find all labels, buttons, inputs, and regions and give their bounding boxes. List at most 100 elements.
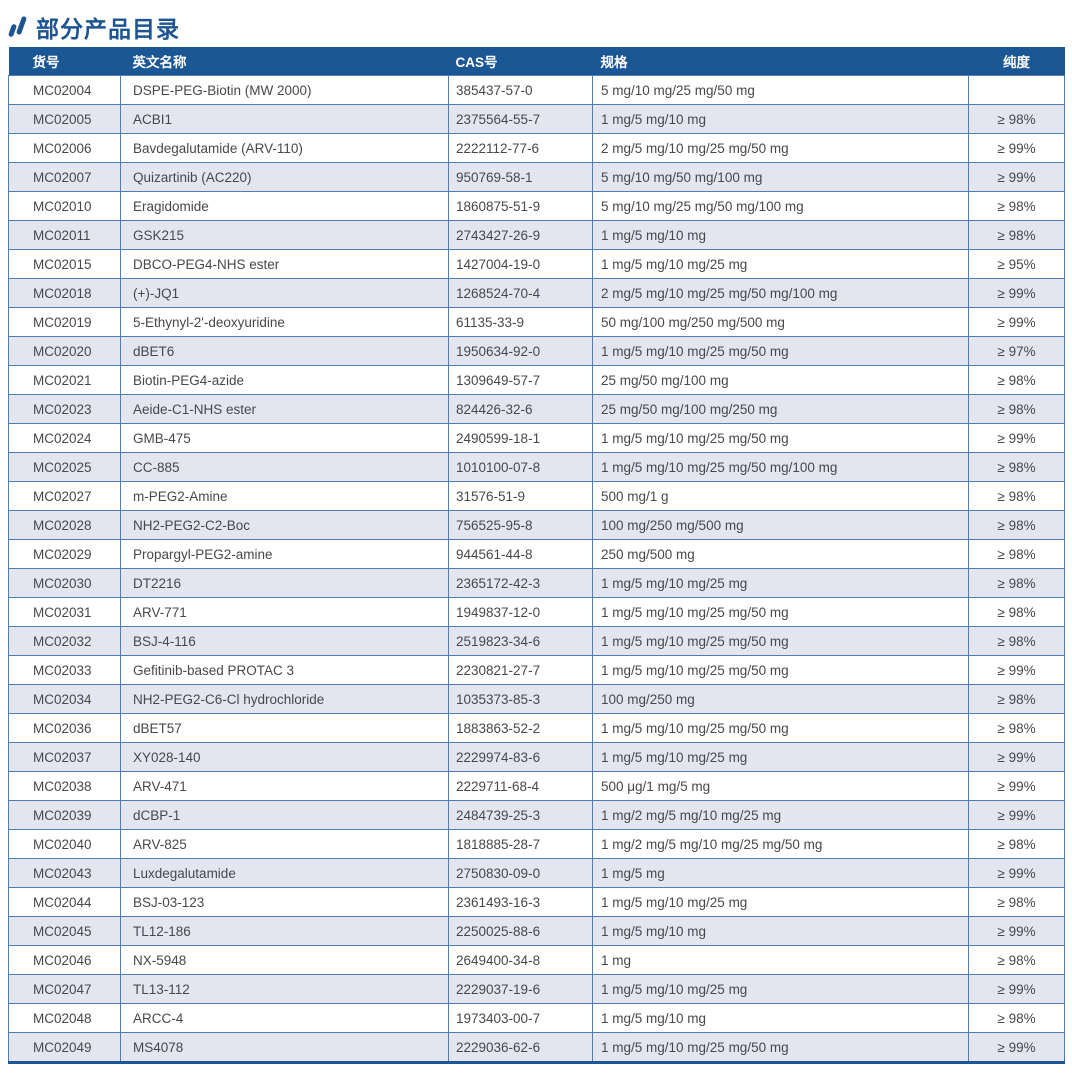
cell-spec: 25 mg/50 mg/100 mg xyxy=(592,365,969,395)
table-row: MC02048 ARCC-4 1973403-00-7 1 mg/5 mg/10 mg… xyxy=(8,1003,1065,1033)
cell-spec: 1 mg/5 mg/10 mg/25 mg/50 mg xyxy=(592,597,969,627)
cell-purity: ≥ 99% xyxy=(968,162,1065,192)
cell-spec: 1 mg/5 mg/10 mg/25 mg/50 mg xyxy=(592,1032,969,1063)
cell-purity: ≥ 95% xyxy=(968,249,1065,279)
cell-spec: 5 mg/10 mg/50 mg/100 mg xyxy=(592,162,969,192)
table-row: MC02011 GSK215 2743427-26-9 1 mg/5 mg/10 mg… xyxy=(8,220,1065,250)
cell-name: BSJ-03-123 xyxy=(120,887,449,917)
cell-name: 5-Ethynyl-2'-deoxyuridine xyxy=(120,307,449,337)
cell-purity: ≥ 98% xyxy=(968,597,1065,627)
cell-item-no: MC02024 xyxy=(8,423,121,453)
table-row: MC02038 ARV-471 2229711-68-4 500 μg/1 mg/5 … xyxy=(8,771,1065,801)
table-body: MC02004 DSPE-PEG-Biotin (MW 2000) 385437-5… xyxy=(8,75,1065,1063)
cell-name: Bavdegalutamide (ARV-110) xyxy=(120,133,449,163)
cell-cas: 2229036-62-6 xyxy=(448,1032,593,1063)
cell-cas: 2229974-83-6 xyxy=(448,742,593,772)
cell-cas: 2365172-42-3 xyxy=(448,568,593,598)
cell-item-no: MC02039 xyxy=(8,800,121,830)
cell-spec: 1 mg/5 mg/10 mg/25 mg/50 mg xyxy=(592,655,969,685)
cell-spec: 1 mg/5 mg/10 mg/25 mg xyxy=(592,249,969,279)
table-row: MC02043 Luxdegalutamide 2750830-09-0 1 mg/5… xyxy=(8,858,1065,888)
page-title: 部分产品目录 xyxy=(36,15,180,42)
cell-cas: 2230821-27-7 xyxy=(448,655,593,685)
cell-cas: 1268524-70-4 xyxy=(448,278,593,308)
table-row: MC02006 Bavdegalutamide (ARV-110) 2222112-… xyxy=(8,133,1065,163)
cell-purity: ≥ 98% xyxy=(968,191,1065,221)
cell-purity: ≥ 99% xyxy=(968,133,1065,163)
table-row: MC02036 dBET57 1883863-52-2 1 mg/5 mg/10 mg… xyxy=(8,713,1065,743)
cell-cas: 2222112-77-6 xyxy=(448,133,593,163)
cell-purity: ≥ 98% xyxy=(968,104,1065,134)
table-row: MC02004 DSPE-PEG-Biotin (MW 2000) 385437-5… xyxy=(8,75,1065,105)
cell-name: (+)-JQ1 xyxy=(120,278,449,308)
cell-name: NH2-PEG2-C6-Cl hydrochloride xyxy=(120,684,449,714)
cell-spec: 50 mg/100 mg/250 mg/500 mg xyxy=(592,307,969,337)
cell-purity xyxy=(968,75,1065,105)
table-row: MC02027 m-PEG2-Amine 31576-51-9 500 mg/1 g ≥… xyxy=(8,481,1065,511)
cell-name: ARV-471 xyxy=(120,771,449,801)
cell-cas: 61135-33-9 xyxy=(448,307,593,337)
section-header: 部分产品目录 xyxy=(0,0,1072,47)
cell-purity: ≥ 98% xyxy=(968,887,1065,917)
cell-purity: ≥ 98% xyxy=(968,510,1065,540)
cell-spec: 2 mg/5 mg/10 mg/25 mg/50 mg/100 mg xyxy=(592,278,969,308)
cell-name: CC-885 xyxy=(120,452,449,482)
cell-spec: 500 mg/1 g xyxy=(592,481,969,511)
table-row: MC02037 XY028-140 2229974-83-6 1 mg/5 mg/10… xyxy=(8,742,1065,772)
table-row: MC02034 NH2-PEG2-C6-Cl hydrochloride 10353… xyxy=(8,684,1065,714)
column-header-cas-number: CAS号 xyxy=(448,47,593,76)
cell-purity: ≥ 98% xyxy=(968,365,1065,395)
cell-spec: 1 mg/5 mg/10 mg/25 mg/50 mg xyxy=(592,336,969,366)
header-row: 货号 英文名称 CAS号 规格 纯度 xyxy=(8,47,1065,76)
cell-item-no: MC02046 xyxy=(8,945,121,975)
cell-purity: ≥ 98% xyxy=(968,539,1065,569)
cell-spec: 1 mg/5 mg/10 mg xyxy=(592,1003,969,1033)
cell-spec: 100 mg/250 mg/500 mg xyxy=(592,510,969,540)
table-row: MC02044 BSJ-03-123 2361493-16-3 1 mg/5 mg/1… xyxy=(8,887,1065,917)
cell-purity: ≥ 99% xyxy=(968,307,1065,337)
cell-name: dBET57 xyxy=(120,713,449,743)
cell-purity: ≥ 99% xyxy=(968,742,1065,772)
table-row: MC02033 Gefitinib-based PROTAC 3 2230821-2… xyxy=(8,655,1065,685)
cell-purity: ≥ 99% xyxy=(968,800,1065,830)
cell-name: Propargyl-PEG2-amine xyxy=(120,539,449,569)
cell-item-no: MC02023 xyxy=(8,394,121,424)
cell-spec: 1 mg/5 mg/10 mg xyxy=(592,104,969,134)
table-row: MC02046 NX-5948 2649400-34-8 1 mg ≥ 98% xyxy=(8,945,1065,975)
cell-spec: 1 mg/5 mg/10 mg/25 mg xyxy=(592,974,969,1004)
column-header-item-no: 货号 xyxy=(8,47,121,76)
cell-item-no: MC02011 xyxy=(8,220,121,250)
cell-purity: ≥ 98% xyxy=(968,829,1065,859)
table-row: MC02024 GMB-475 2490599-18-1 1 mg/5 mg/10 m… xyxy=(8,423,1065,453)
table-row: MC02023 Aeide-C1-NHS ester 824426-32-6 25 m… xyxy=(8,394,1065,424)
cell-spec: 1 mg/5 mg/10 mg/25 mg/50 mg xyxy=(592,423,969,453)
cell-cas: 2229711-68-4 xyxy=(448,771,593,801)
cell-spec: 1 mg/5 mg/10 mg xyxy=(592,916,969,946)
cell-purity: ≥ 98% xyxy=(968,452,1065,482)
table-row: MC02031 ARV-771 1949837-12-0 1 mg/5 mg/10 m… xyxy=(8,597,1065,627)
cell-purity: ≥ 99% xyxy=(968,423,1065,453)
table-row: MC02020 dBET6 1950634-92-0 1 mg/5 mg/10 mg/… xyxy=(8,336,1065,366)
cell-spec: 1 mg/5 mg/10 mg/25 mg xyxy=(592,887,969,917)
column-header-english-name: 英文名称 xyxy=(120,47,449,76)
cell-item-no: MC02036 xyxy=(8,713,121,743)
column-header-purity: 纯度 xyxy=(968,47,1065,76)
cell-cas: 1035373-85-3 xyxy=(448,684,593,714)
table-row: MC02010 Eragidomide 1860875-51-9 5 mg/10 mg… xyxy=(8,191,1065,221)
cell-purity: ≥ 99% xyxy=(968,858,1065,888)
cell-name: ARCC-4 xyxy=(120,1003,449,1033)
cell-cas: 1950634-92-0 xyxy=(448,336,593,366)
table-row: MC02049 MS4078 2229036-62-6 1 mg/5 mg/10 mg… xyxy=(8,1032,1065,1063)
cell-item-no: MC02010 xyxy=(8,191,121,221)
cell-cas: 2250025-88-6 xyxy=(448,916,593,946)
cell-spec: 5 mg/10 mg/25 mg/50 mg xyxy=(592,75,969,105)
cell-name: GMB-475 xyxy=(120,423,449,453)
cell-spec: 250 mg/500 mg xyxy=(592,539,969,569)
cell-item-no: MC02040 xyxy=(8,829,121,859)
table-header: 货号 英文名称 CAS号 规格 纯度 xyxy=(8,47,1065,76)
table-row: MC02030 DT2216 2365172-42-3 1 mg/5 mg/10 mg… xyxy=(8,568,1065,598)
cell-cas: 2519823-34-6 xyxy=(448,626,593,656)
cell-purity: ≥ 98% xyxy=(968,684,1065,714)
cell-item-no: MC02044 xyxy=(8,887,121,917)
